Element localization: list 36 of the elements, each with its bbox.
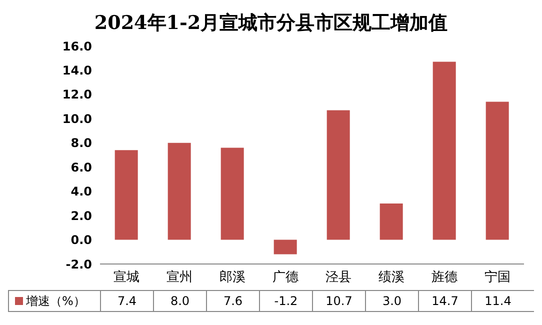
bar bbox=[168, 142, 191, 240]
y-tick-label: 0.0 bbox=[70, 233, 92, 248]
y-tick-label: 2.0 bbox=[70, 208, 92, 223]
x-tick-label: 郎溪 bbox=[220, 269, 246, 286]
data-label: 8.0 bbox=[153, 291, 206, 311]
bar bbox=[274, 240, 297, 254]
bar bbox=[432, 62, 456, 240]
data-label: 7.6 bbox=[206, 291, 259, 311]
bar bbox=[114, 150, 138, 240]
bar bbox=[326, 110, 350, 240]
data-label: 10.7 bbox=[312, 291, 365, 311]
y-tick-label: 4.0 bbox=[70, 184, 92, 199]
x-tick-label: 宁国 bbox=[484, 269, 510, 286]
chart-title: 2024年1-2月宣城市分县市区规工增加值 bbox=[93, 11, 449, 36]
x-tick-label: 泾县 bbox=[326, 270, 352, 286]
y-tick-label: 6.0 bbox=[70, 160, 92, 174]
data-label: 11.4 bbox=[471, 291, 524, 311]
x-tick-label: 旌德 bbox=[432, 270, 458, 286]
x-tick-label: 绩溪 bbox=[378, 270, 404, 286]
bar bbox=[380, 203, 403, 240]
x-tick-label: 宣城 bbox=[114, 269, 140, 286]
y-tick-label: -2.0 bbox=[66, 257, 92, 272]
legend-label: 增速（%） bbox=[26, 292, 86, 310]
data-label: -1.2 bbox=[259, 291, 312, 311]
y-tick-label: 14.0 bbox=[62, 63, 92, 78]
data-label: 14.7 bbox=[418, 291, 471, 311]
bar bbox=[486, 102, 509, 240]
x-tick-label: 广德 bbox=[272, 270, 298, 286]
bar bbox=[220, 148, 244, 240]
data-label: 7.4 bbox=[100, 291, 153, 311]
y-tick-label: 12.0 bbox=[62, 88, 92, 102]
y-tick-label: 10.0 bbox=[62, 112, 92, 126]
data-label: 3.0 bbox=[365, 291, 418, 311]
y-tick-label: 16.0 bbox=[62, 39, 92, 54]
y-tick-label: 8.0 bbox=[70, 136, 92, 150]
x-tick-label: 宣州 bbox=[166, 269, 192, 286]
